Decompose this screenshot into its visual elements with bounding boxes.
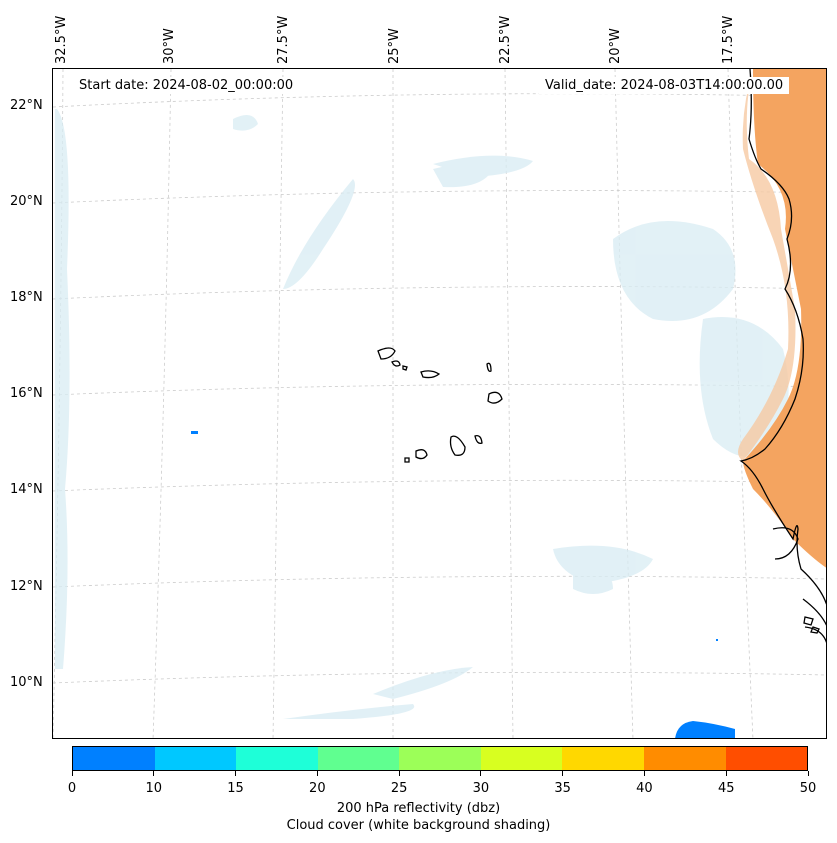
colorbar-tickmark — [316, 771, 318, 776]
cloud-patch-upper — [433, 155, 533, 177]
reflectivity-dot — [716, 639, 718, 641]
colorbar-segment-2 — [236, 747, 318, 770]
colorbar-tick-label: 10 — [145, 781, 163, 796]
lon-label-20w: 20°W — [608, 28, 623, 64]
colorbar-segment-7 — [643, 747, 726, 770]
colorbar-segment-5 — [480, 747, 563, 770]
guinea-bissau-coast — [802, 598, 826, 644]
lon-label-27-5w: 27.5°W — [276, 15, 291, 64]
cloud-patch-south-2 — [573, 568, 613, 594]
land-dust-region — [743, 69, 826, 568]
african-coastline — [739, 69, 826, 605]
cloud-streak-1 — [283, 179, 355, 289]
island-maio — [474, 435, 483, 444]
colorbar-tick-label: 50 — [799, 781, 817, 796]
colorbar-segment-0 — [73, 747, 155, 770]
island-sao-nicolau — [420, 370, 441, 379]
colorbar-tickmark — [562, 771, 564, 776]
colorbar-segment-3 — [317, 747, 400, 770]
lat-label-10n: 10°N — [10, 675, 43, 690]
colorbar-tickmark — [398, 771, 400, 776]
bissagos-islands — [803, 616, 820, 634]
colorbar-tickmark — [643, 771, 645, 776]
island-santo-antao — [377, 347, 396, 360]
map-canvas — [53, 69, 826, 738]
lat-label-22n: 22°N — [10, 98, 43, 113]
gridline-lat-14 — [53, 479, 826, 492]
lat-label-14n: 14°N — [10, 482, 43, 497]
gridline-lon-27-5 — [272, 69, 284, 738]
lat-label-16n: 16°N — [10, 386, 43, 401]
lon-label-32-5w: 32.5°W — [54, 15, 69, 64]
colorbar-segment-8 — [725, 747, 808, 770]
colorbar-tick-label: 0 — [67, 781, 77, 796]
lon-label-22-5w: 22.5°W — [498, 15, 513, 64]
reflectivity-cell-south — [675, 721, 735, 738]
colorbar-tick-label: 25 — [390, 781, 408, 796]
reflectivity-colorbar — [72, 746, 808, 771]
gridline-lat-12 — [53, 575, 826, 588]
colorbar-tickmark — [71, 771, 73, 776]
island-brava — [404, 457, 410, 463]
lon-label-30w: 30°W — [162, 28, 177, 64]
colorbar-tickmark — [235, 771, 237, 776]
senegal-gambia-coast — [772, 527, 799, 560]
colorbar-segment-1 — [154, 747, 237, 770]
land-dust-edge — [738, 69, 796, 461]
colorbar-segment-6 — [562, 747, 644, 770]
colorbar-tick-label: 15 — [227, 781, 244, 796]
gridline-lat-20 — [53, 190, 826, 204]
cloud-band-west — [55, 109, 70, 669]
valid-date-label: Valid_date: 2024-08-03T14:00:00.00 — [539, 77, 790, 94]
gridline-lat-22 — [53, 93, 826, 108]
colorbar-label-line1: 200 hPa reflectivity (dbz) — [336, 801, 501, 816]
colorbar-label-line2: Cloud cover (white background shading) — [286, 818, 551, 833]
reflectivity-cell-west — [191, 431, 198, 434]
colorbar-tick-label: 45 — [717, 781, 735, 796]
colorbar-tick-label: 20 — [309, 781, 326, 796]
cloud-patch-east-1 — [613, 221, 736, 321]
lon-label-25w: 25°W — [387, 28, 402, 64]
cloud-streak-south-2 — [373, 667, 473, 699]
start-date-label: Start date: 2024-08-02_00:00:00 — [73, 77, 300, 94]
lat-label-20n: 20°N — [10, 194, 43, 209]
gridline-lon-20 — [614, 69, 634, 738]
gridline-lon-22-5 — [504, 69, 514, 738]
island-boa-vista — [487, 391, 503, 404]
colorbar-tick-label: 40 — [636, 781, 653, 796]
gridline-lat-10 — [53, 671, 826, 684]
island-sao-vicente — [391, 360, 401, 367]
colorbar-tickmark — [153, 771, 155, 776]
colorbar-tickmark — [807, 771, 809, 776]
colorbar-tick-label: 35 — [554, 781, 571, 796]
cloud-cover-shading — [55, 109, 789, 719]
island-santa-luzia — [402, 365, 408, 371]
map-panel[interactable] — [52, 68, 827, 739]
lat-label-18n: 18°N — [10, 290, 43, 305]
island-fogo — [415, 449, 428, 460]
lon-label-17-5w: 17.5°W — [721, 15, 736, 64]
cape-verde-islands — [377, 347, 503, 463]
colorbar-segment-4 — [399, 747, 481, 770]
coastline — [739, 69, 826, 644]
cloud-streak-south — [283, 704, 415, 719]
reflectivity-cells — [191, 431, 735, 738]
lat-label-12n: 12°N — [10, 579, 43, 594]
colorbar-tick-label: 30 — [472, 781, 490, 796]
colorbar-tickmark — [480, 771, 482, 776]
island-sal — [486, 362, 492, 372]
cloud-patch-left — [233, 115, 258, 131]
gridline-lon-30 — [152, 69, 172, 738]
colorbar-tickmark — [725, 771, 727, 776]
island-santiago — [449, 435, 466, 456]
